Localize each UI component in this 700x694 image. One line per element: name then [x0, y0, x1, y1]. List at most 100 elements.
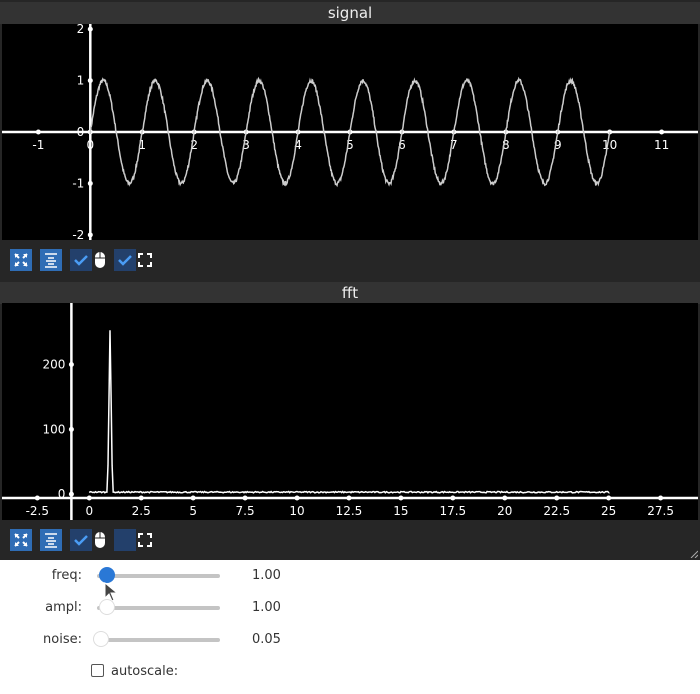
signal-title: signal — [0, 2, 700, 24]
toggle-checkbox[interactable] — [70, 529, 92, 551]
y-tick-label: -1 — [72, 176, 84, 190]
fft-panel: fft -2.5 0 2.5 5 7.5 10 12.5 15 17.5 20 22.5 25 27.5… — [0, 280, 700, 560]
noise-slider-handle[interactable] — [93, 631, 109, 647]
y-tick-mark — [68, 362, 74, 368]
series-line — [88, 330, 610, 494]
check-icon — [74, 535, 88, 546]
x-tick-label: 4 — [294, 138, 302, 152]
mouse-cursor-icon — [104, 582, 118, 602]
ampl-label: ampl: — [45, 600, 82, 615]
x-tick-mark — [86, 495, 92, 501]
fullscreen-button[interactable] — [138, 533, 152, 547]
mouse-button[interactable] — [94, 251, 106, 269]
zoom-extents-icon — [14, 253, 28, 267]
series-line — [89, 76, 611, 188]
x-tick-mark — [659, 129, 665, 135]
x-tick-label: 0 — [85, 504, 93, 518]
y-tick-mark — [68, 491, 74, 497]
x-tick-label: 5 — [189, 504, 197, 518]
x-tick-label: 2.5 — [132, 504, 151, 518]
y-tick-label: 2 — [77, 24, 85, 36]
noise-slider[interactable] — [97, 638, 220, 642]
y-tick-label: 1 — [77, 74, 85, 88]
x-tick-label: 22.5 — [543, 504, 570, 518]
signal-plot[interactable]: -1 0 1 2 3 4 5 6 7 8 9 10 11 -2 -1 0 1 2 — [2, 24, 698, 240]
fullscreen-button[interactable] — [138, 253, 152, 267]
fft-toolbar — [10, 529, 152, 551]
y-tick-label: 0 — [77, 125, 85, 139]
check-icon — [74, 255, 88, 266]
freq-slider-row: freq: 1.00 — [0, 564, 330, 588]
ampl-slider[interactable] — [97, 606, 220, 610]
fft-plot[interactable]: -2.5 0 2.5 5 7.5 10 12.5 15 17.5 20 22.5 25 27.5 0 100… — [2, 303, 698, 520]
x-tick-label: 11 — [654, 138, 669, 152]
freq-label: freq: — [51, 568, 82, 583]
x-tick-label: 10 — [289, 504, 304, 518]
check-icon — [118, 255, 132, 266]
auto-range-button[interactable] — [40, 529, 62, 551]
fullscreen-icon — [138, 533, 152, 547]
x-tick-label: 17.5 — [439, 504, 466, 518]
x-tick-mark — [190, 495, 196, 501]
x-tick-mark — [242, 495, 248, 501]
auto-range-button[interactable] — [40, 249, 62, 271]
x-tick-label: 20 — [497, 504, 512, 518]
x-tick-label: 10 — [602, 138, 617, 152]
auto-range-icon — [45, 533, 57, 548]
ampl-slider-row: ampl: 1.00 — [0, 596, 330, 620]
x-tick-label: 12.5 — [336, 504, 363, 518]
x-tick-label: 6 — [398, 138, 406, 152]
x-tick-label: -2.5 — [26, 504, 49, 518]
mouse-button[interactable] — [94, 531, 106, 549]
fullscreen-icon — [138, 253, 152, 267]
x-tick-mark — [502, 495, 508, 501]
mouse-icon — [95, 532, 105, 548]
signal-panel: signal -1 0 1 2 3 4 5 6 7 8 9 10 11 -2 -1 0 1 2 — [0, 0, 700, 280]
autoscale-label: autoscale: — [111, 664, 179, 679]
y-tick-label: 100 — [42, 422, 65, 436]
freq-slider-handle[interactable] — [99, 567, 115, 583]
toggle-checkbox[interactable] — [70, 249, 92, 271]
toggle-checkbox[interactable] — [114, 249, 136, 271]
x-tick-label: 7 — [450, 138, 458, 152]
auto-range-icon — [45, 253, 57, 268]
freq-value: 1.00 — [252, 568, 281, 583]
x-tick-label: -1 — [32, 138, 44, 152]
x-tick-mark — [658, 495, 664, 501]
zoom-extents-button[interactable] — [10, 529, 32, 551]
ampl-value: 1.00 — [252, 600, 281, 615]
x-tick-mark — [450, 495, 456, 501]
y-tick-mark — [87, 78, 93, 84]
x-tick-label: 0 — [86, 138, 94, 152]
fft-title: fft — [0, 282, 700, 304]
x-tick-label: 25 — [601, 504, 616, 518]
signal-toolbar — [10, 249, 152, 271]
noise-value: 0.05 — [252, 632, 281, 647]
x-tick-mark — [294, 495, 300, 501]
x-tick-label: 2 — [190, 138, 198, 152]
y-tick-label: 200 — [42, 358, 65, 372]
y-tick-mark — [68, 426, 74, 432]
toggle-checkbox[interactable] — [114, 529, 136, 551]
autoscale-checkbox[interactable] — [91, 664, 104, 677]
freq-slider[interactable] — [97, 574, 220, 578]
ampl-slider-handle[interactable] — [99, 599, 115, 615]
x-tick-mark — [346, 495, 352, 501]
resize-grip-icon[interactable] — [690, 550, 698, 558]
y-tick-mark — [87, 232, 93, 238]
noise-label: noise: — [43, 632, 82, 647]
x-tick-mark — [35, 129, 41, 135]
x-tick-mark — [554, 495, 560, 501]
x-tick-label: 5 — [346, 138, 354, 152]
x-tick-mark — [398, 495, 404, 501]
noise-slider-row: noise: 0.05 — [0, 628, 330, 652]
zoom-extents-button[interactable] — [10, 249, 32, 271]
x-tick-label: 1 — [138, 138, 146, 152]
y-tick-mark — [87, 26, 93, 32]
y-tick-mark — [87, 180, 93, 186]
x-tick-label: 9 — [554, 138, 562, 152]
y-tick-label: 0 — [58, 487, 66, 501]
x-tick-label: 3 — [242, 138, 250, 152]
x-tick-mark — [138, 495, 144, 501]
x-tick-label: 15 — [393, 504, 408, 518]
